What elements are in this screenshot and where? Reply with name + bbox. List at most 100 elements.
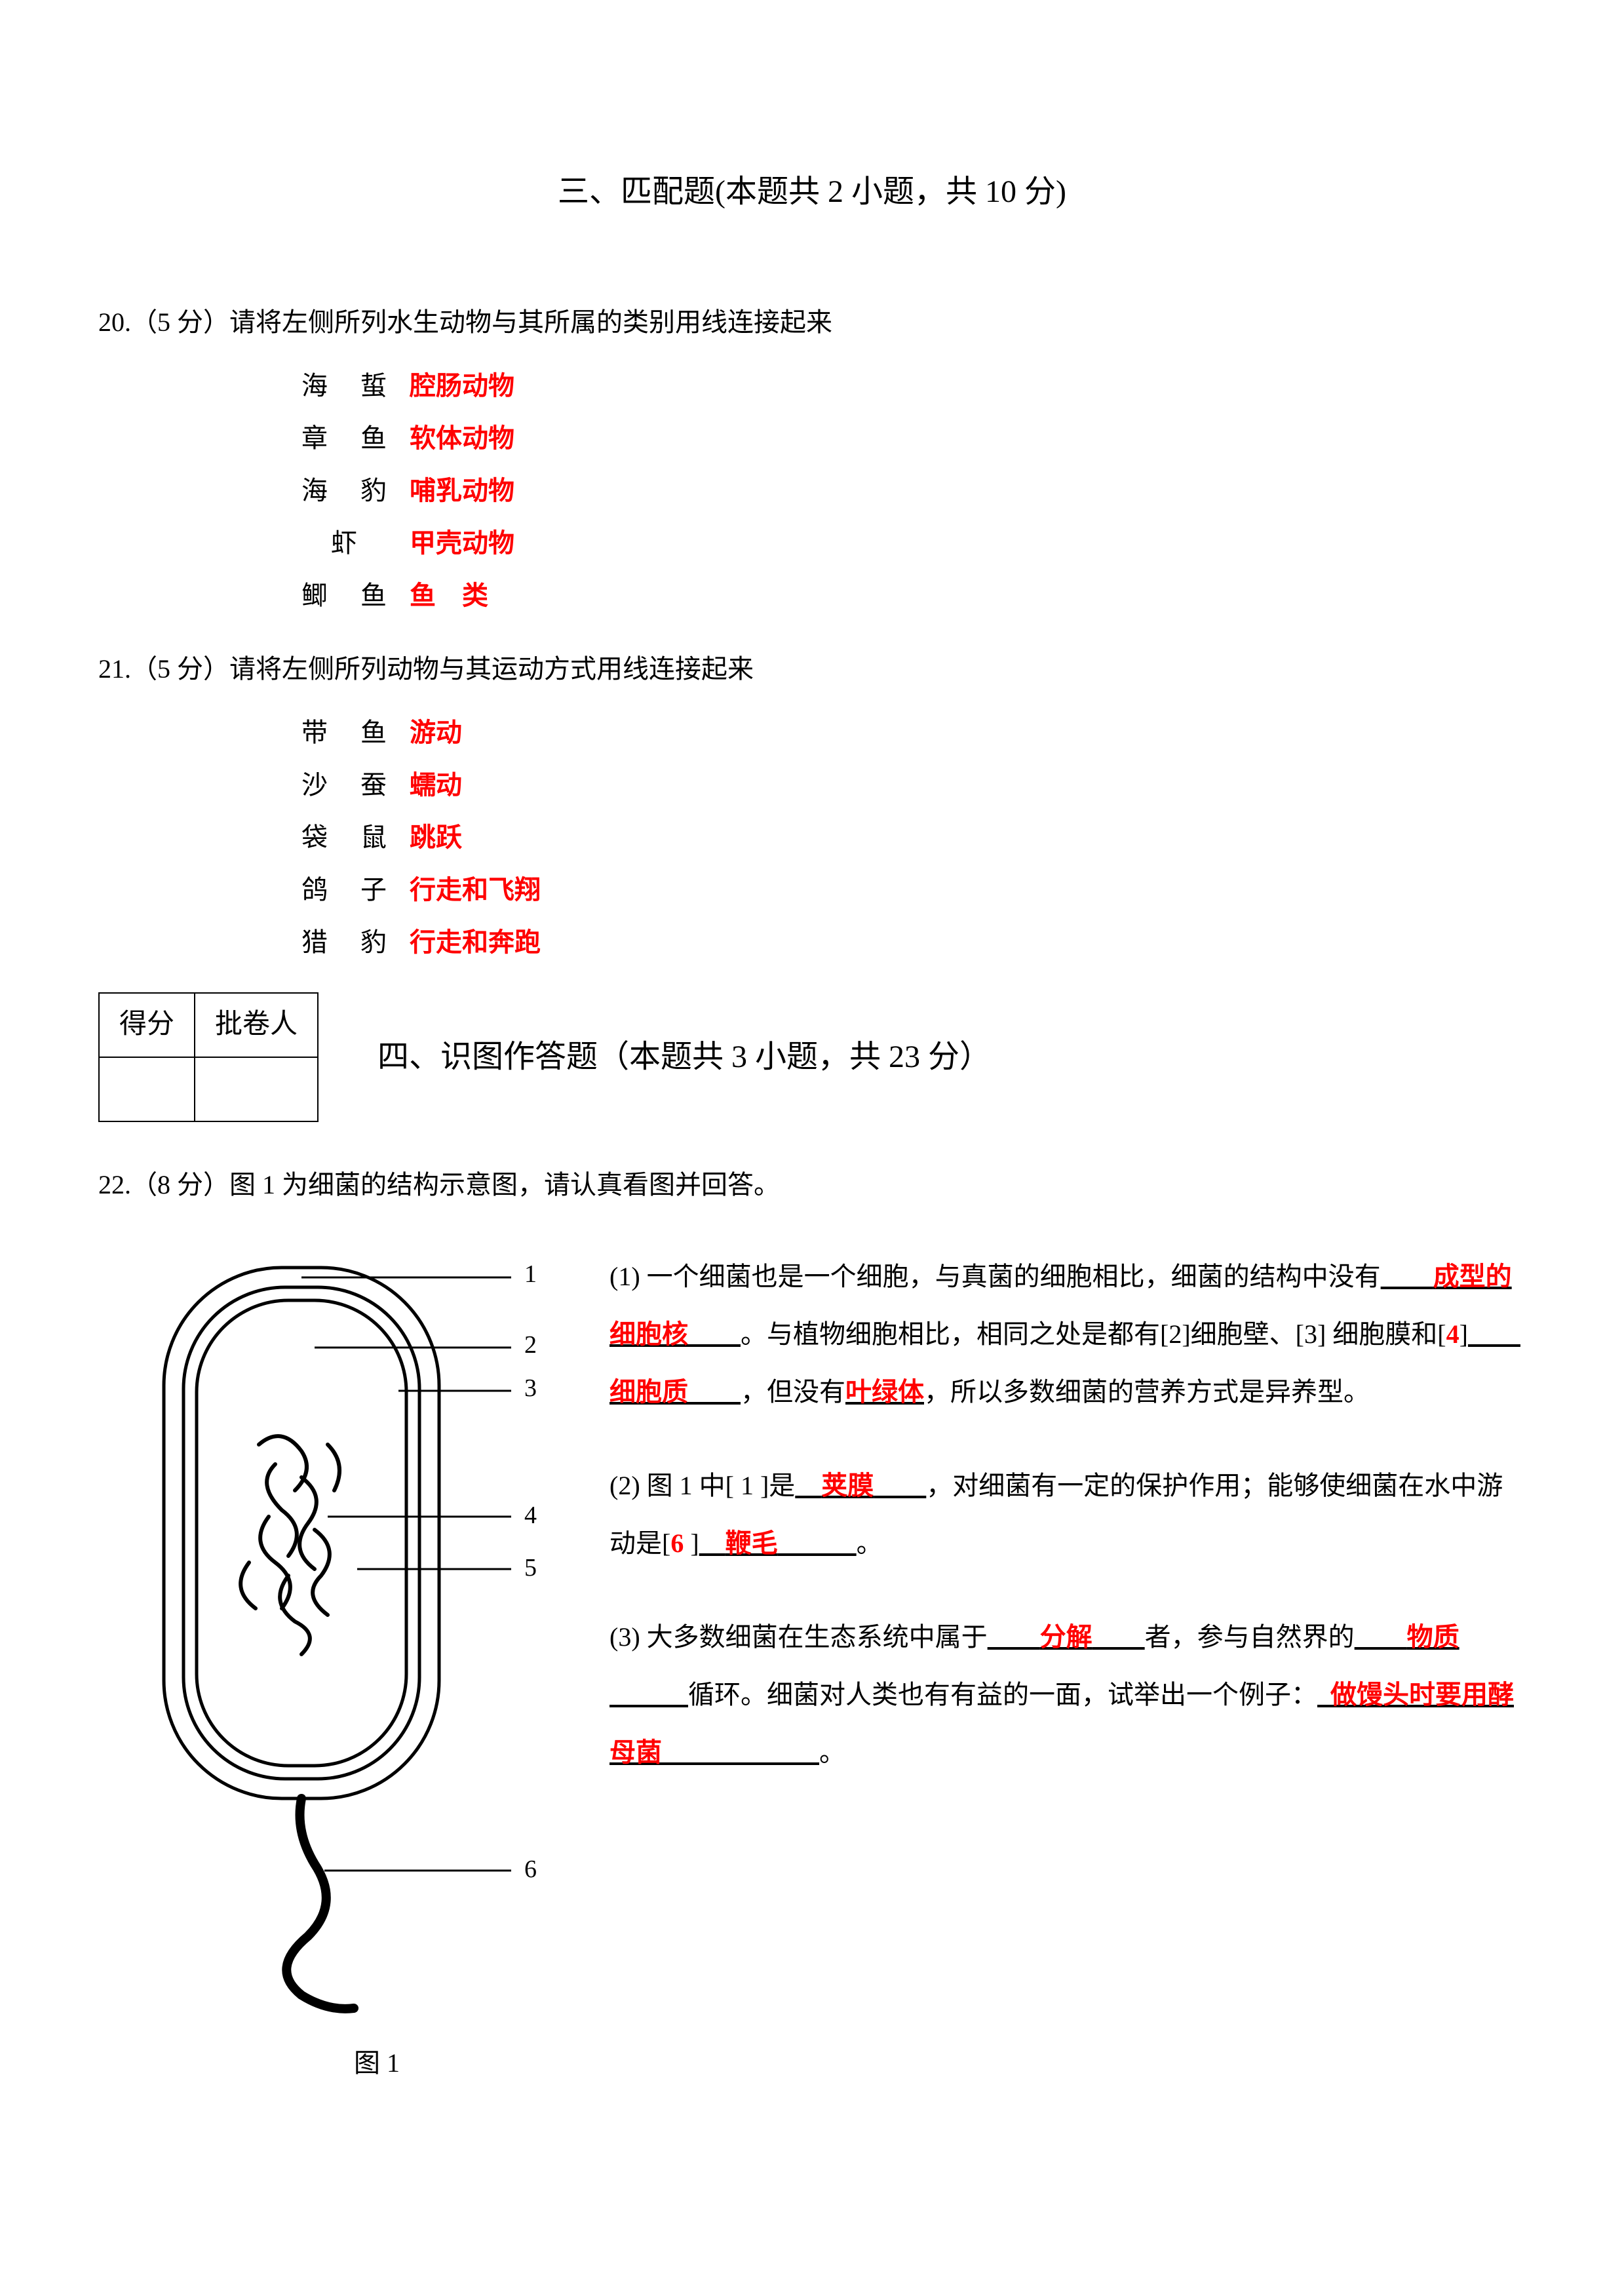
score-table: 得分 批卷人 (98, 992, 319, 1121)
sub1-ans2: 4 (1446, 1319, 1460, 1349)
bacteria-diagram: 1 2 3 4 5 6 (98, 1241, 570, 2015)
sub3-label: (3) (609, 1622, 640, 1652)
sub1-ans3: 细胞质 (609, 1377, 688, 1407)
q21-match-list: 带鱼 游动 沙蚕 蠕动 袋鼠 跳跃 鸽子 行走和飞翔 猎豹 行走和奔跑 (98, 709, 1526, 966)
q20-points: （5 分） (131, 307, 229, 337)
blank (1317, 1666, 1330, 1724)
section-3-title: 三、匹配题(本题共 2 小题，共 10 分) (98, 164, 1526, 220)
match-row: 海豹 哺乳动物 (301, 467, 1526, 515)
q20-match-list: 海蜇 腔肠动物 章鱼 软体动物 海豹 哺乳动物 虾 甲壳动物 鲫鱼 鱼类 (98, 362, 1526, 619)
grader-cell (195, 1057, 318, 1121)
sub2-text3: ] (684, 1528, 699, 1558)
match-right: 跳跃 (410, 814, 462, 861)
match-right: 行走和飞翔 (410, 866, 541, 914)
match-row: 带鱼 游动 (301, 709, 1526, 756)
match-right: 游动 (410, 709, 462, 756)
match-left: 海蜇 (301, 362, 387, 410)
score-cell (99, 1057, 195, 1121)
q22-sub3: (3) 大多数细菌在生态系统中属于 分解 者，参与自然界的 物质 循环。细菌对人… (609, 1608, 1526, 1781)
sub1-text4: ，但没有 (741, 1377, 845, 1407)
diagram-label-3: 3 (524, 1374, 537, 1402)
blank (1381, 1248, 1433, 1306)
q22-text: 22.（8 分）图 1 为细菌的结构示意图，请认真看图并回答。 (98, 1161, 1526, 1209)
match-row: 鸽子 行走和飞翔 (301, 866, 1526, 914)
section-4-title: 四、识图作答题（本题共 3 小题，共 23 分） (377, 1029, 991, 1085)
q20-number: 20. (98, 307, 131, 337)
match-right: 行走和奔跑 (410, 919, 541, 966)
sub1-label: (1) (609, 1262, 640, 1291)
blank (609, 1666, 688, 1724)
blank (988, 1608, 1040, 1666)
sub1-ans4: 叶绿体 (845, 1377, 924, 1407)
blank (699, 1515, 725, 1572)
sub2-text1: 图 1 中[ 1 ]是 (640, 1471, 796, 1500)
match-left: 海豹 (301, 467, 387, 515)
sub3-text4: 。 (819, 1738, 845, 1767)
q22-number: 22. (98, 1170, 131, 1199)
match-left: 带鱼 (301, 709, 387, 756)
match-row: 猎豹 行走和奔跑 (301, 919, 1526, 966)
match-left: 鸽子 (301, 866, 387, 914)
q22-answers: (1) 一个细菌也是一个细胞，与真菌的细胞相比，细菌的结构中没有 成型的细胞核 … (583, 1241, 1526, 2087)
sub1-text1: 一个细菌也是一个细胞，与真菌的细胞相比，细菌的结构中没有 (640, 1262, 1381, 1291)
figure-caption: 图 1 (98, 2040, 583, 2087)
sub1-text2: 。与植物细胞相比，相同之处是都有[2]细胞壁、[3] 细胞膜和[ (741, 1319, 1446, 1349)
sub2-text4: 。 (857, 1528, 883, 1558)
blank (688, 1363, 741, 1421)
sub2-ans3: 鞭毛 (725, 1528, 778, 1558)
blank (778, 1515, 857, 1572)
sub1-text3: ] (1460, 1319, 1468, 1349)
bacteria-diagram-container: 1 2 3 4 5 6 图 1 (98, 1241, 583, 2087)
diagram-label-1: 1 (524, 1260, 537, 1288)
score-section: 得分 批卷人 四、识图作答题（本题共 3 小题，共 23 分） (98, 992, 1526, 1121)
match-row: 沙蚕 蠕动 (301, 762, 1526, 809)
blank (1092, 1608, 1145, 1666)
match-left: 袋鼠 (301, 814, 387, 861)
sub3-ans1: 分解 (1040, 1622, 1092, 1652)
question-20: 20.（5 分）请将左侧所列水生动物与其所属的类别用线连接起来 海蜇 腔肠动物 … (98, 299, 1526, 619)
match-left: 猎豹 (301, 919, 387, 966)
match-left: 鲫鱼 (301, 572, 387, 619)
match-right: 软体动物 (410, 415, 514, 462)
match-right: 哺乳动物 (410, 467, 514, 515)
diagram-label-6: 6 (524, 1855, 537, 1883)
q21-points: （5 分） (131, 654, 229, 684)
match-row: 袋鼠 跳跃 (301, 814, 1526, 861)
blank (1355, 1608, 1407, 1666)
question-21: 21.（5 分）请将左侧所列动物与其运动方式用线连接起来 带鱼 游动 沙蚕 蠕动… (98, 646, 1526, 966)
question-22: 22.（8 分）图 1 为细菌的结构示意图，请认真看图并回答。 (98, 1161, 1526, 2087)
q21-number: 21. (98, 654, 131, 684)
diagram-label-5: 5 (524, 1554, 537, 1582)
sub1-text5: ，所以多数细菌的营养方式是异养型。 (924, 1377, 1370, 1407)
q22-sub1: (1) 一个细菌也是一个细胞，与真菌的细胞相比，细菌的结构中没有 成型的细胞核 … (609, 1248, 1526, 1421)
sub2-ans2: 6 (670, 1528, 684, 1558)
match-right: 蠕动 (410, 762, 462, 809)
match-left: 章鱼 (301, 415, 387, 462)
q21-prompt: 请将左侧所列动物与其运动方式用线连接起来 (229, 654, 754, 684)
blank (795, 1457, 821, 1515)
grader-header: 批卷人 (195, 993, 318, 1057)
q21-text: 21.（5 分）请将左侧所列动物与其运动方式用线连接起来 (98, 646, 1526, 693)
match-row: 鲫鱼 鱼类 (301, 572, 1526, 619)
match-row: 虾 甲壳动物 (301, 520, 1526, 567)
diagram-label-2: 2 (524, 1331, 537, 1359)
diagram-label-4: 4 (524, 1502, 537, 1529)
sub3-text1: 大多数细菌在生态系统中属于 (640, 1622, 988, 1652)
blank (662, 1724, 819, 1781)
match-left: 沙蚕 (301, 762, 387, 809)
score-header: 得分 (99, 993, 195, 1057)
match-left: 虾 (301, 520, 387, 567)
q22-prompt: 图 1 为细菌的结构示意图，请认真看图并回答。 (229, 1170, 780, 1199)
diagram-section: 1 2 3 4 5 6 图 1 (1) 一个细菌也是一个细胞，与真菌的细胞相比，… (98, 1241, 1526, 2087)
match-row: 章鱼 软体动物 (301, 415, 1526, 462)
q22-sub2: (2) 图 1 中[ 1 ]是 荚膜 ，对细菌有一定的保护作用；能够使细菌在水中… (609, 1457, 1526, 1572)
match-right: 甲壳动物 (410, 520, 514, 567)
blank (874, 1457, 926, 1515)
q22-points: （8 分） (131, 1170, 229, 1199)
match-right: 腔肠动物 (410, 362, 514, 410)
match-row: 海蜇 腔肠动物 (301, 362, 1526, 410)
match-right: 鱼类 (410, 572, 514, 619)
sub3-text2: 者，参与自然界的 (1145, 1622, 1355, 1652)
sub3-text3: 循环。细菌对人类也有有益的一面，试举出一个例子： (688, 1680, 1317, 1709)
sub3-ans2: 物质 (1407, 1622, 1460, 1652)
